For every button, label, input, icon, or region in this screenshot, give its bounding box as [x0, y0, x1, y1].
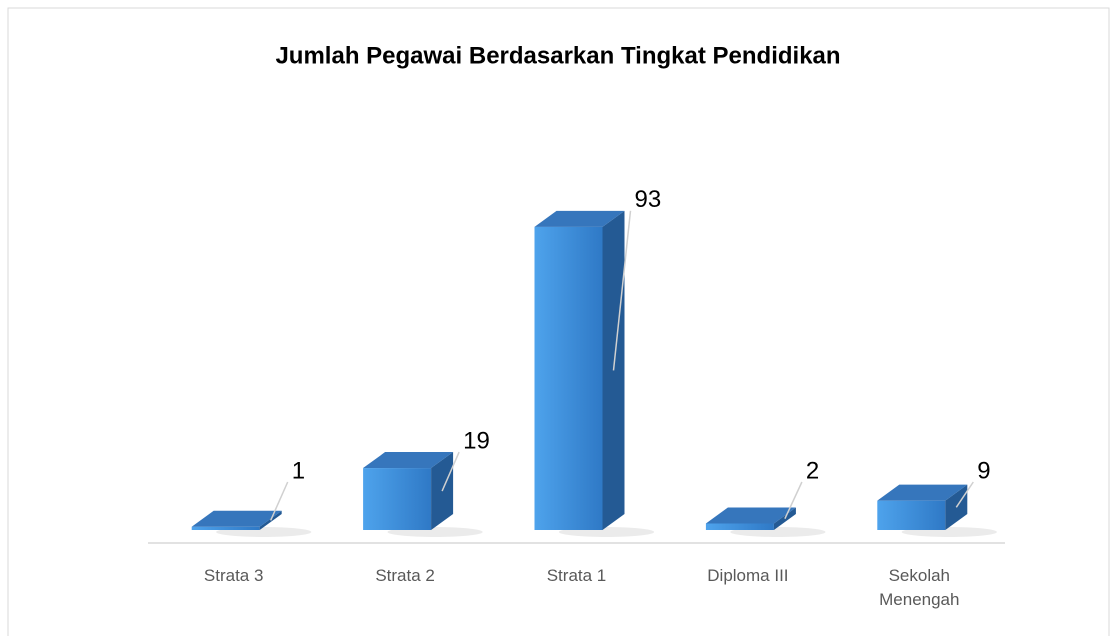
x-tick-label: Sekolah Menengah: [879, 566, 960, 609]
x-tick-label: Strata 3: [203, 566, 264, 585]
chart-title: Jumlah Pegawai Berdasarkan Tingkat Pendi…: [275, 42, 840, 69]
data-label: 9: [977, 457, 990, 484]
bar: [534, 226, 603, 530]
bar: [705, 523, 774, 530]
leader-line: [441, 451, 460, 492]
data-label: 93: [635, 186, 662, 213]
bar-top: [363, 452, 454, 469]
x-tick-label: Strata 2: [375, 566, 435, 585]
bar-top: [877, 484, 968, 501]
leader-line: [270, 481, 289, 521]
x-tick-label: Strata 1: [546, 566, 607, 585]
bar-top: [534, 210, 625, 227]
leader-line: [612, 210, 632, 371]
bar: [877, 500, 946, 530]
bar-top: [191, 510, 282, 527]
bar-side: [945, 484, 968, 530]
bar-top: [705, 507, 796, 524]
data-label: 19: [463, 427, 490, 454]
bar: [191, 526, 260, 530]
data-label: 1: [292, 457, 305, 484]
bar: [363, 468, 432, 530]
leader-line: [955, 481, 974, 508]
leader-line: [784, 481, 803, 520]
x-tick-label: Diploma III: [707, 566, 789, 585]
data-label: 2: [806, 457, 819, 484]
